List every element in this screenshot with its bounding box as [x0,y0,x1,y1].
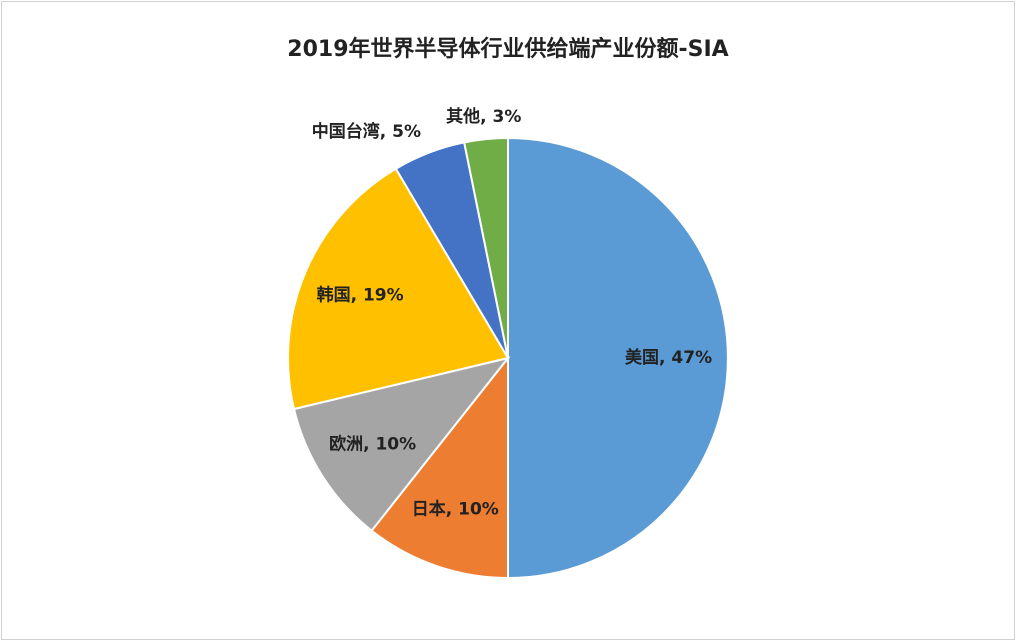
data-label: 其他, 3% [446,106,521,127]
pie-slice [507,136,729,580]
data-label: 日本, 10% [412,499,499,520]
data-label: 中国台湾, 5% [312,121,421,142]
pie-slice [370,355,509,580]
data-label: 欧洲, 10% [329,433,416,454]
pie-slice [292,356,511,533]
data-label: 美国, 47% [625,347,712,368]
pie-slice [287,167,510,411]
data-label: 韩国, 19% [317,284,404,305]
chart-title: 2019年世界半导体行业供给端产业份额-SIA [287,36,728,62]
pie-slice [462,136,509,359]
